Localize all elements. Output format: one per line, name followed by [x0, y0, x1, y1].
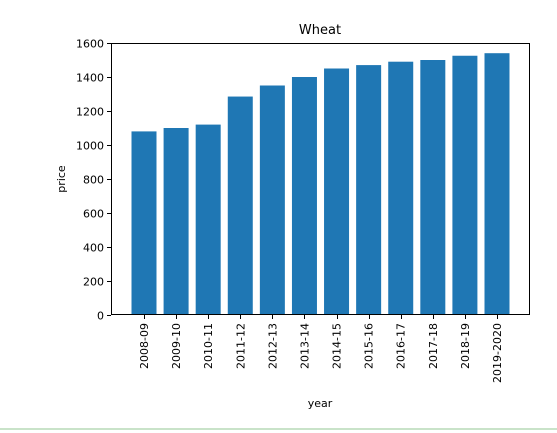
bar — [195, 124, 221, 315]
bar — [356, 65, 382, 315]
x-tick-label: 2010-11 — [202, 323, 215, 369]
plot-frame — [111, 43, 530, 315]
bar — [452, 55, 478, 315]
bar — [388, 61, 414, 316]
y-tick-label: 1600 — [76, 38, 104, 51]
y-axis-label: price — [55, 165, 68, 193]
y-tick-label: 1200 — [76, 106, 104, 119]
y-axis-ticks: 0 200 400 600 800 1000 1200 1400 1600 — [76, 38, 111, 323]
y-tick-label: 400 — [83, 242, 104, 255]
bar — [163, 128, 189, 315]
bar — [259, 85, 285, 315]
x-tick-label: 2019-2020 — [491, 323, 504, 383]
x-tick-label: 2012-13 — [266, 323, 279, 369]
chart-title: Wheat — [299, 23, 341, 38]
x-tick-label: 2015-16 — [363, 323, 376, 369]
y-tick-label: 1000 — [76, 140, 104, 153]
bar — [420, 60, 446, 315]
x-tick-label: 2011-12 — [234, 323, 247, 369]
bars-group — [131, 53, 510, 316]
x-tick-label: 2008-09 — [138, 323, 151, 369]
x-tick-label: 2013-14 — [298, 323, 311, 369]
bar — [227, 96, 253, 315]
y-tick-label: 1400 — [76, 72, 104, 85]
x-tick-label: 2009-10 — [170, 323, 183, 369]
x-tick-label: 2014-15 — [331, 323, 344, 369]
bar — [131, 131, 157, 315]
y-tick-label: 200 — [83, 276, 104, 289]
y-tick-label: 800 — [83, 174, 104, 187]
bar — [484, 53, 510, 315]
x-tick-label: 2017-18 — [427, 323, 440, 369]
bar — [324, 68, 350, 315]
y-tick-label: 0 — [97, 310, 104, 323]
y-tick-label: 600 — [83, 208, 104, 221]
x-axis-ticks: 2008-09 2009-10 2010-11 2011-12 2012-13 2013-… — [138, 315, 504, 383]
divider — [0, 428, 557, 430]
bar — [291, 77, 317, 315]
x-tick-label: 2016-17 — [395, 323, 408, 369]
x-tick-label: 2018-19 — [459, 323, 472, 369]
x-axis-label: year — [308, 397, 333, 410]
